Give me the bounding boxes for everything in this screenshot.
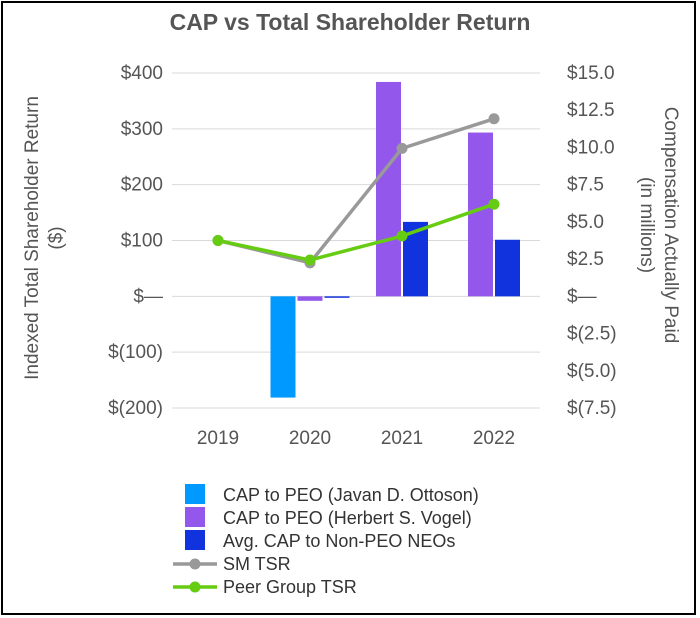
left-tick-label: $(200) — [108, 398, 163, 419]
right-tick-label: $5.0 — [567, 212, 604, 233]
bar — [270, 296, 296, 398]
chart-title: CAP vs Total Shareholder Return — [170, 9, 531, 35]
bar — [468, 132, 493, 297]
right-tick-label: $15.0 — [567, 63, 615, 84]
right-axis-title-line1: Compensation Actually Paid — [660, 107, 681, 344]
right-tick-label: $(5.0) — [567, 361, 617, 382]
legend-item: CAP to PEO (Javan D. Ottoson) — [185, 484, 479, 505]
left-tick-label: $200 — [121, 175, 163, 196]
left-tick-label: $(100) — [108, 342, 163, 363]
series-point — [488, 198, 500, 210]
legend-label: CAP to PEO (Javan D. Ottoson) — [223, 485, 479, 505]
series-point — [396, 142, 408, 154]
right-axis-title: Compensation Actually Paid (in millions) — [636, 107, 681, 344]
series-line — [217, 202, 495, 262]
legend-label: Avg. CAP to Non-PEO NEOs — [223, 531, 455, 551]
series-point — [488, 113, 500, 125]
legend: CAP to PEO (Javan D. Ottoson) CAP to PEO … — [173, 484, 479, 597]
right-tick-label: $10.0 — [567, 137, 615, 158]
lines — [212, 113, 500, 269]
left-axis-title: Indexed Total Shareholder Return ($) — [22, 96, 67, 380]
right-tick-label: $2.5 — [567, 249, 604, 270]
legend-marker — [189, 581, 201, 593]
series-line — [217, 117, 495, 265]
bar — [324, 296, 350, 298]
left-tick-label: $— — [133, 286, 163, 307]
x-axis-ticks: 2019 2020 2021 2022 — [197, 428, 515, 449]
bars — [270, 81, 520, 398]
series-point — [304, 254, 316, 266]
bar — [297, 296, 323, 301]
legend-item: CAP to PEO (Herbert S. Vogel) — [185, 507, 472, 528]
x-tick-label: 2021 — [381, 428, 423, 449]
series-point — [396, 230, 408, 242]
legend-label: SM TSR — [223, 554, 291, 574]
legend-marker — [189, 558, 201, 570]
left-axis-title-line2: ($) — [46, 226, 67, 249]
legend-item: SM TSR — [173, 554, 291, 574]
right-tick-label: $(2.5) — [567, 324, 617, 345]
right-tick-label: $(7.5) — [567, 398, 617, 419]
right-tick-label: $12.5 — [567, 100, 615, 121]
legend-swatch — [185, 530, 205, 550]
bar — [495, 239, 520, 297]
x-tick-label: 2020 — [289, 428, 331, 449]
legend-item: Avg. CAP to Non-PEO NEOs — [185, 530, 455, 551]
bar — [376, 81, 401, 297]
x-tick-label: 2019 — [197, 428, 239, 449]
legend-label: CAP to PEO (Herbert S. Vogel) — [223, 508, 472, 528]
legend-label: Peer Group TSR — [223, 577, 357, 597]
left-axis-title-line1: Indexed Total Shareholder Return — [22, 96, 43, 380]
left-axis-ticks: $400 $300 $200 $100 $— $(100) $(200) — [108, 63, 163, 419]
legend-swatch — [185, 507, 205, 527]
right-tick-label: $7.5 — [567, 175, 604, 196]
right-axis-ticks: $15.0 $12.5 $10.0 $7.5 $5.0 $2.5 $— $(2.5) $(5.0… — [567, 63, 617, 419]
left-tick-label: $400 — [121, 63, 163, 84]
series-point — [212, 235, 224, 246]
right-tick-label: $— — [567, 286, 597, 307]
left-tick-label: $100 — [121, 231, 163, 252]
x-tick-label: 2022 — [473, 428, 515, 449]
legend-swatch — [185, 484, 205, 504]
left-tick-label: $300 — [121, 119, 163, 140]
right-axis-title-line2: (in millions) — [636, 177, 657, 273]
legend-item: Peer Group TSR — [173, 577, 357, 597]
